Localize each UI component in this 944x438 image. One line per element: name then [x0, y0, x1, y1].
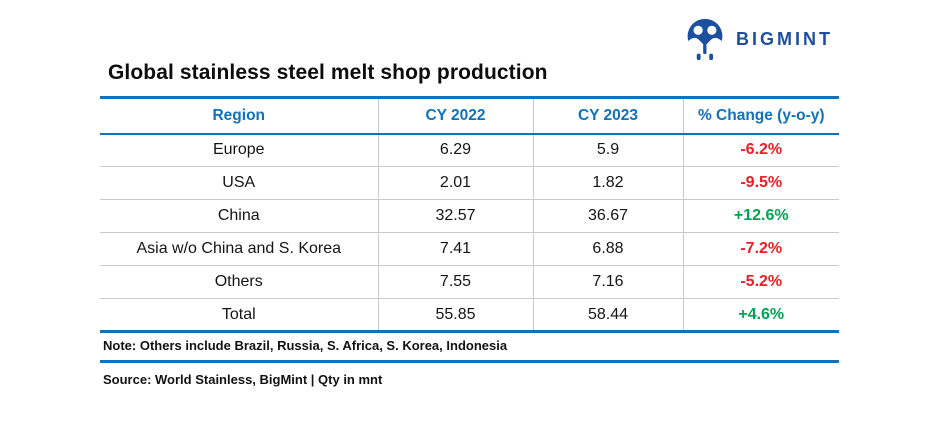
table-header-row: Region CY 2022 CY 2023 % Change (y-o-y) — [100, 97, 839, 135]
cy2022-cell: 32.57 — [377, 199, 533, 233]
cy2023-cell: 58.44 — [532, 298, 683, 332]
brand-name: BIGMINT — [736, 28, 833, 49]
region-cell: Europe — [212, 141, 265, 159]
page-title: Global stainless steel melt shop product… — [108, 61, 548, 84]
content-area: Global stainless steel melt shop product… — [100, 61, 839, 396]
change-cell: +4.6% — [682, 298, 839, 332]
column-header-cy2022: CY 2022 — [377, 97, 533, 135]
change-cell: -5.2% — [682, 265, 839, 299]
table-row: Europe 6.29 5.9 -6.2% — [100, 133, 839, 167]
table-row: China 32.57 36.67 +12.6% — [100, 199, 839, 233]
bigmint-logo-icon — [687, 18, 723, 61]
cy2022-cell: 55.85 — [377, 298, 533, 332]
table-row-total: Total 55.85 58.44 +4.6% — [100, 298, 839, 332]
cy2022-cell: 7.41 — [377, 232, 533, 266]
table-note: Note: Others include Brazil, Russia, S. … — [100, 333, 839, 363]
region-cell: USA — [100, 166, 378, 200]
production-table: Region CY 2022 CY 2023 % Change (y-o-y) … — [100, 96, 839, 333]
column-header-cy2023: CY 2023 — [532, 97, 683, 135]
cy2022-cell: 6.29 — [377, 133, 533, 167]
brand-logo: BIGMINT — [683, 16, 833, 62]
cy2023-cell: 7.16 — [532, 265, 683, 299]
region-cell: Others — [100, 265, 378, 299]
cy2023-cell: 36.67 — [532, 199, 683, 233]
cy2023-cell: 1.82 — [532, 166, 683, 200]
cy2023-cell: 6.88 — [532, 232, 683, 266]
region-cell: Asia w/o China and S. Korea — [100, 232, 378, 266]
column-header-change: % Change (y-o-y) — [682, 97, 839, 135]
table-source: Source: World Stainless, BigMint | Qty i… — [103, 372, 383, 387]
cy2022-cell: 2.01 — [377, 166, 533, 200]
change-cell: -7.2% — [682, 232, 839, 266]
table-row: Others 7.55 7.16 -5.2% — [100, 265, 839, 299]
column-header-region: Region — [100, 97, 378, 135]
region-cell: China — [100, 199, 378, 233]
change-cell: +12.6% — [682, 199, 839, 233]
cy2022-cell: 7.55 — [377, 265, 533, 299]
change-cell: -6.2% — [682, 133, 839, 167]
cy2023-cell: 5.9 — [532, 133, 683, 167]
change-cell: -9.5% — [682, 166, 839, 200]
region-cell: Total — [100, 298, 378, 332]
table-row: USA 2.01 1.82 -9.5% — [100, 166, 839, 200]
table-row: Asia w/o China and S. Korea 7.41 6.88 -7… — [100, 232, 839, 266]
